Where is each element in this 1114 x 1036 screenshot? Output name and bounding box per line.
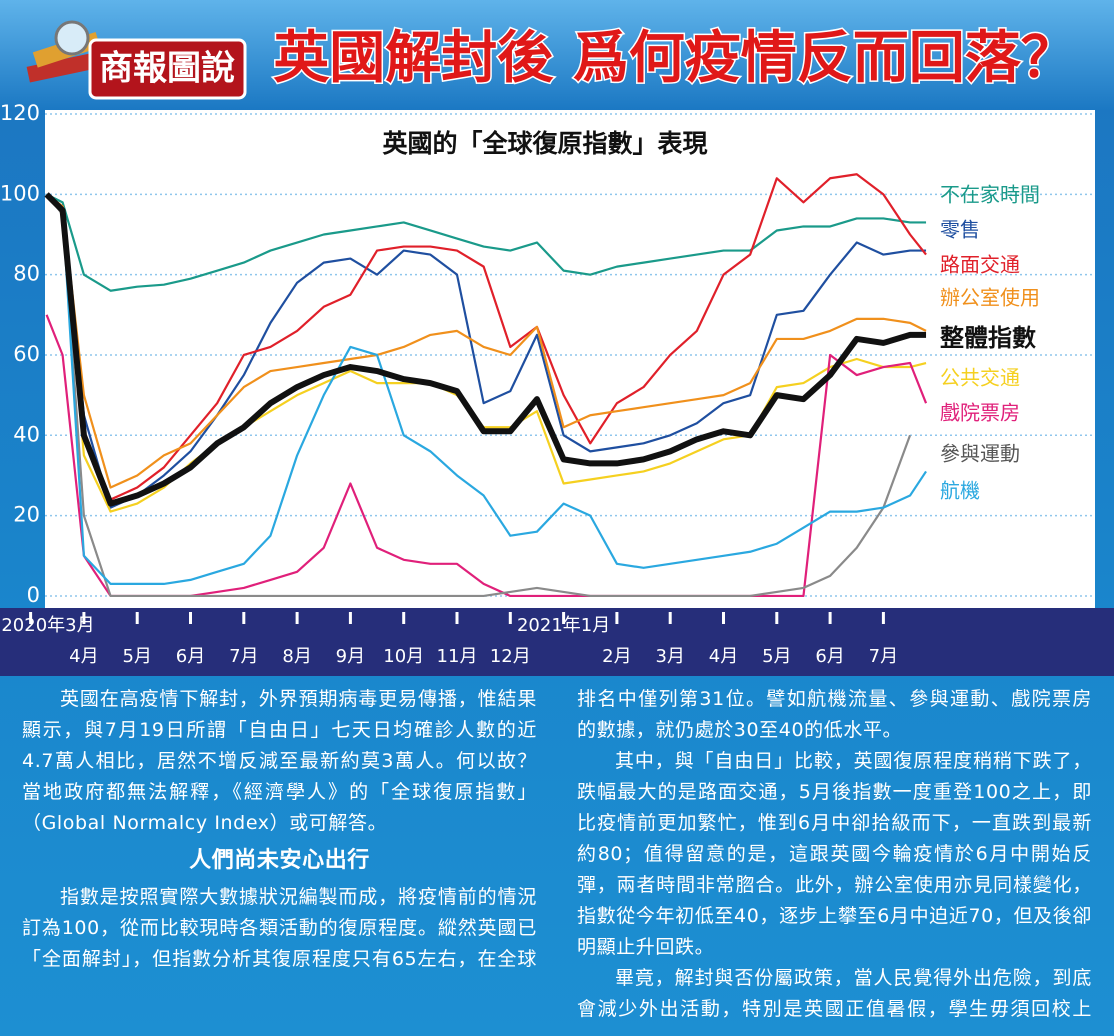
- legend-label: 航機: [940, 479, 980, 503]
- y-tick-label: 100: [0, 181, 40, 205]
- x-tick-label: 7月: [869, 646, 898, 667]
- legend-label: 零售: [940, 218, 980, 242]
- x-tick-label: 4月: [709, 646, 738, 667]
- paragraph: 其中，與「自由日」比較，英國復原程度稍稍下跌了，跌幅最大的是路面交通，5月後指數…: [577, 746, 1092, 963]
- page: 商報圖說 英國解封後 爲何疫情反而回落？ 英國的「全球復原指數」表現 0 20 40…: [0, 0, 1114, 1036]
- y-tick-label: 20: [13, 503, 40, 527]
- headline: 英國解封後 爲何疫情反而回落？: [273, 26, 1077, 91]
- x-tick-label: 5月: [122, 646, 151, 667]
- x-tick-label: 8月: [282, 646, 311, 667]
- y-tick-label: 60: [13, 342, 40, 366]
- y-tick-label: 80: [13, 262, 40, 286]
- chart: 商報圖說 英國解封後 爲何疫情反而回落？ 英國的「全球復原指數」表現 0 20 40…: [0, 0, 1114, 680]
- x-tick-label: 2021年1月: [517, 615, 610, 636]
- legend-label: 不在家時間: [940, 183, 1040, 207]
- legend-label: 辦公室使用: [940, 286, 1040, 310]
- x-tick-label: 4月: [69, 646, 98, 667]
- subheading: 人們尚未安心出行: [22, 845, 537, 876]
- x-tick-label: 5月: [762, 646, 791, 667]
- legend-label: 參與運動: [940, 442, 1020, 466]
- x-tick-label: 11月: [437, 646, 478, 667]
- legend-label: 公共交通: [940, 366, 1020, 390]
- x-tick-label: 9月: [336, 646, 365, 667]
- paragraph: 英國在高疫情下解封，外界預期病毒更易傳播，惟結果顯示，與7月19日所謂「自由日」…: [22, 684, 537, 839]
- x-tick-label: 3月: [655, 646, 684, 667]
- badge: 商報圖說: [99, 49, 235, 89]
- plot-bg: [45, 110, 1095, 608]
- x-tick-label: 2020年3月: [1, 615, 94, 636]
- y-tick-label: 40: [13, 422, 40, 446]
- legend-label: 路面交通: [940, 253, 1020, 277]
- x-tick-label: 6月: [176, 646, 205, 667]
- x-tick-label: 12月: [490, 646, 531, 667]
- y-tick-label: 0: [27, 583, 40, 607]
- x-tick-label: 10月: [383, 646, 424, 667]
- chart-title: 英國的「全球復原指數」表現: [382, 129, 707, 158]
- x-tick-label: 7月: [229, 646, 258, 667]
- legend-label: 戲院票房: [940, 401, 1020, 425]
- article: 英國在高疫情下解封，外界預期病毒更易傳播，惟結果顯示，與7月19日所謂「自由日」…: [22, 684, 1092, 1036]
- x-tick-label: 6月: [815, 646, 844, 667]
- legend-label: 整體指數: [940, 324, 1036, 352]
- x-tick-label: 2月: [602, 646, 631, 667]
- y-tick-label: 120: [0, 101, 40, 125]
